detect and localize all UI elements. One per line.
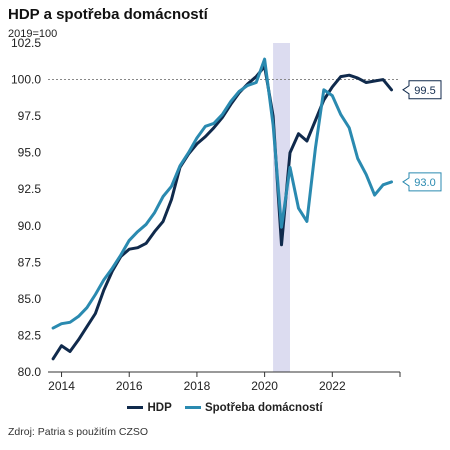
line-chart: 2014 2016 2018 2020 2022 80.0 82.5 85.0 87.5 90.0… [11,36,442,393]
x-tick-label: 2014 [48,379,75,393]
series-line-spotreba [51,57,393,330]
end-label-spotreba: 93.0 [414,177,435,189]
end-label-box-hdp [402,80,442,100]
chart-subtitle: 2019=100 [8,28,58,40]
x-tick-label: 2018 [184,379,211,393]
legend-item-spotreba: Spotřeba domácností [184,401,323,414]
y-tick-label: 92.5 [18,182,42,196]
y-tick-label: 95.0 [18,146,42,160]
x-tick-label: 2022 [319,379,346,393]
chart-legend: HDP Spotřeba domácností [0,400,450,414]
chart-title: HDP a spotřeba domácností [8,6,208,23]
y-tick-label: 97.5 [18,109,42,123]
x-tick-label: 2020 [251,379,278,393]
y-tick-label: 80.0 [18,365,42,379]
legend-label-hdp: HDP [147,401,172,414]
y-tick-label: 102.5 [11,36,41,50]
y-tick-label: 82.5 [18,328,42,342]
y-tick-label: 90.0 [18,219,42,233]
y-tick-label: 100.0 [11,73,41,87]
y-tick-label: 85.0 [18,292,42,306]
series-line-hdp [51,64,393,361]
legend-item-hdp: HDP [127,401,172,414]
source-note: Zdroj: Patria s použitím CZSO [8,426,149,438]
legend-swatch-hdp [127,406,144,409]
y-tick-label: 87.5 [18,255,42,269]
shaded-period [273,43,290,372]
legend-label-spotreba: Spotřeba domácností [204,401,323,414]
end-label-hdp: 99.5 [414,85,435,97]
end-label-box-spotreba [402,172,442,192]
legend-swatch-spotreba [184,406,201,409]
x-tick-label: 2016 [116,379,143,393]
